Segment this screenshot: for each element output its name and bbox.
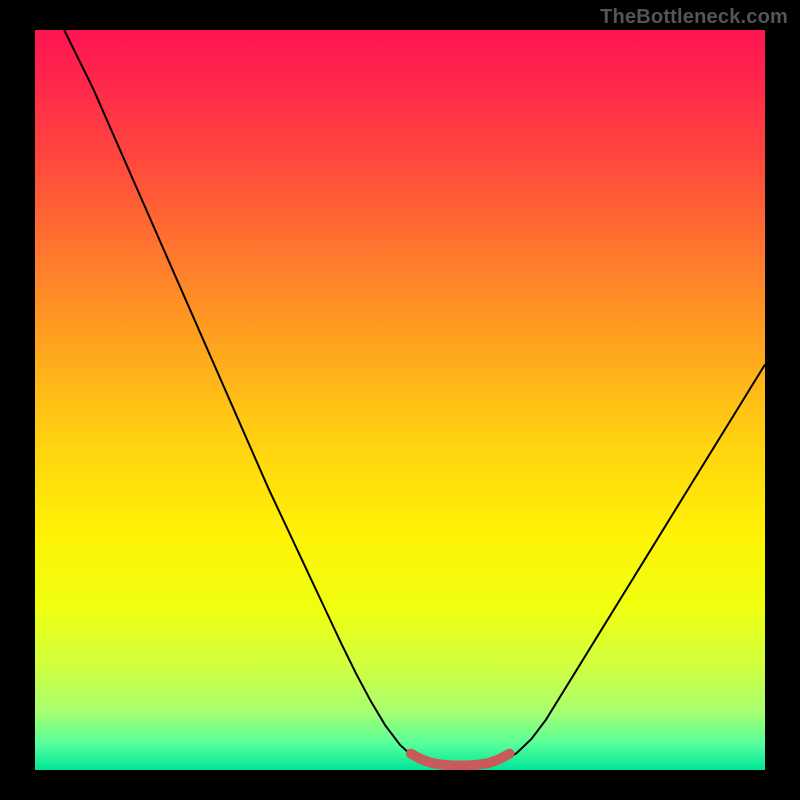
gradient-background xyxy=(35,30,765,770)
watermark-text: TheBottleneck.com xyxy=(600,6,788,29)
plot-svg xyxy=(35,30,765,770)
chart-frame: TheBottleneck.com xyxy=(0,0,800,800)
plot-region xyxy=(35,30,765,770)
